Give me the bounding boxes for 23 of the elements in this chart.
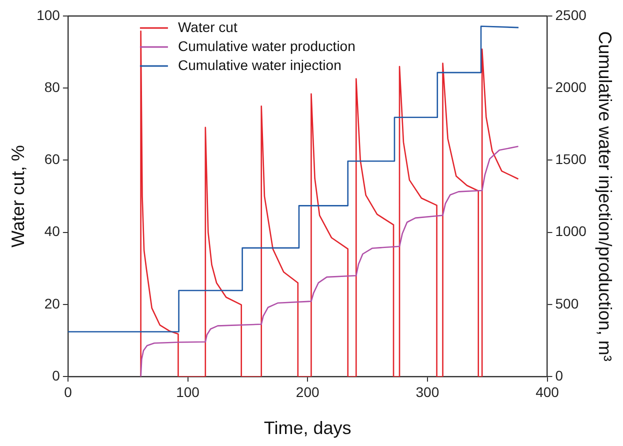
x-tick-label: 300 <box>416 384 440 400</box>
y-tick-label: 0 <box>52 367 60 384</box>
y2-tick-label: 2000 <box>555 78 587 95</box>
legend-label: Water cut <box>178 18 238 35</box>
x-tick-label: 200 <box>296 384 320 400</box>
y-tick-label: 80 <box>44 78 60 95</box>
y2-tick-label: 500 <box>555 295 579 312</box>
y-tick-label: 60 <box>44 151 60 168</box>
y-axis-title: Water cut, % <box>8 145 28 248</box>
x-tick-label: 400 <box>536 384 560 400</box>
y-tick-label: 40 <box>44 223 60 240</box>
x-tick-label: 100 <box>176 384 200 400</box>
y-tick-label: 20 <box>44 295 60 312</box>
y2-tick-label: 0 <box>555 367 564 384</box>
x-tick-label: 0 <box>64 384 72 400</box>
y2-tick-label: 1500 <box>555 151 587 168</box>
legend-label: Cumulative water injection <box>178 56 342 73</box>
y-tick-label: 100 <box>36 6 60 23</box>
y2-tick-label: 2500 <box>555 6 587 23</box>
y2-tick-label: 1000 <box>555 223 587 240</box>
y2-axis-title: Cumulative water injection/production, m³ <box>595 31 616 362</box>
legend-label: Cumulative water production <box>178 38 356 54</box>
x-axis-title: Time, days <box>264 418 352 438</box>
